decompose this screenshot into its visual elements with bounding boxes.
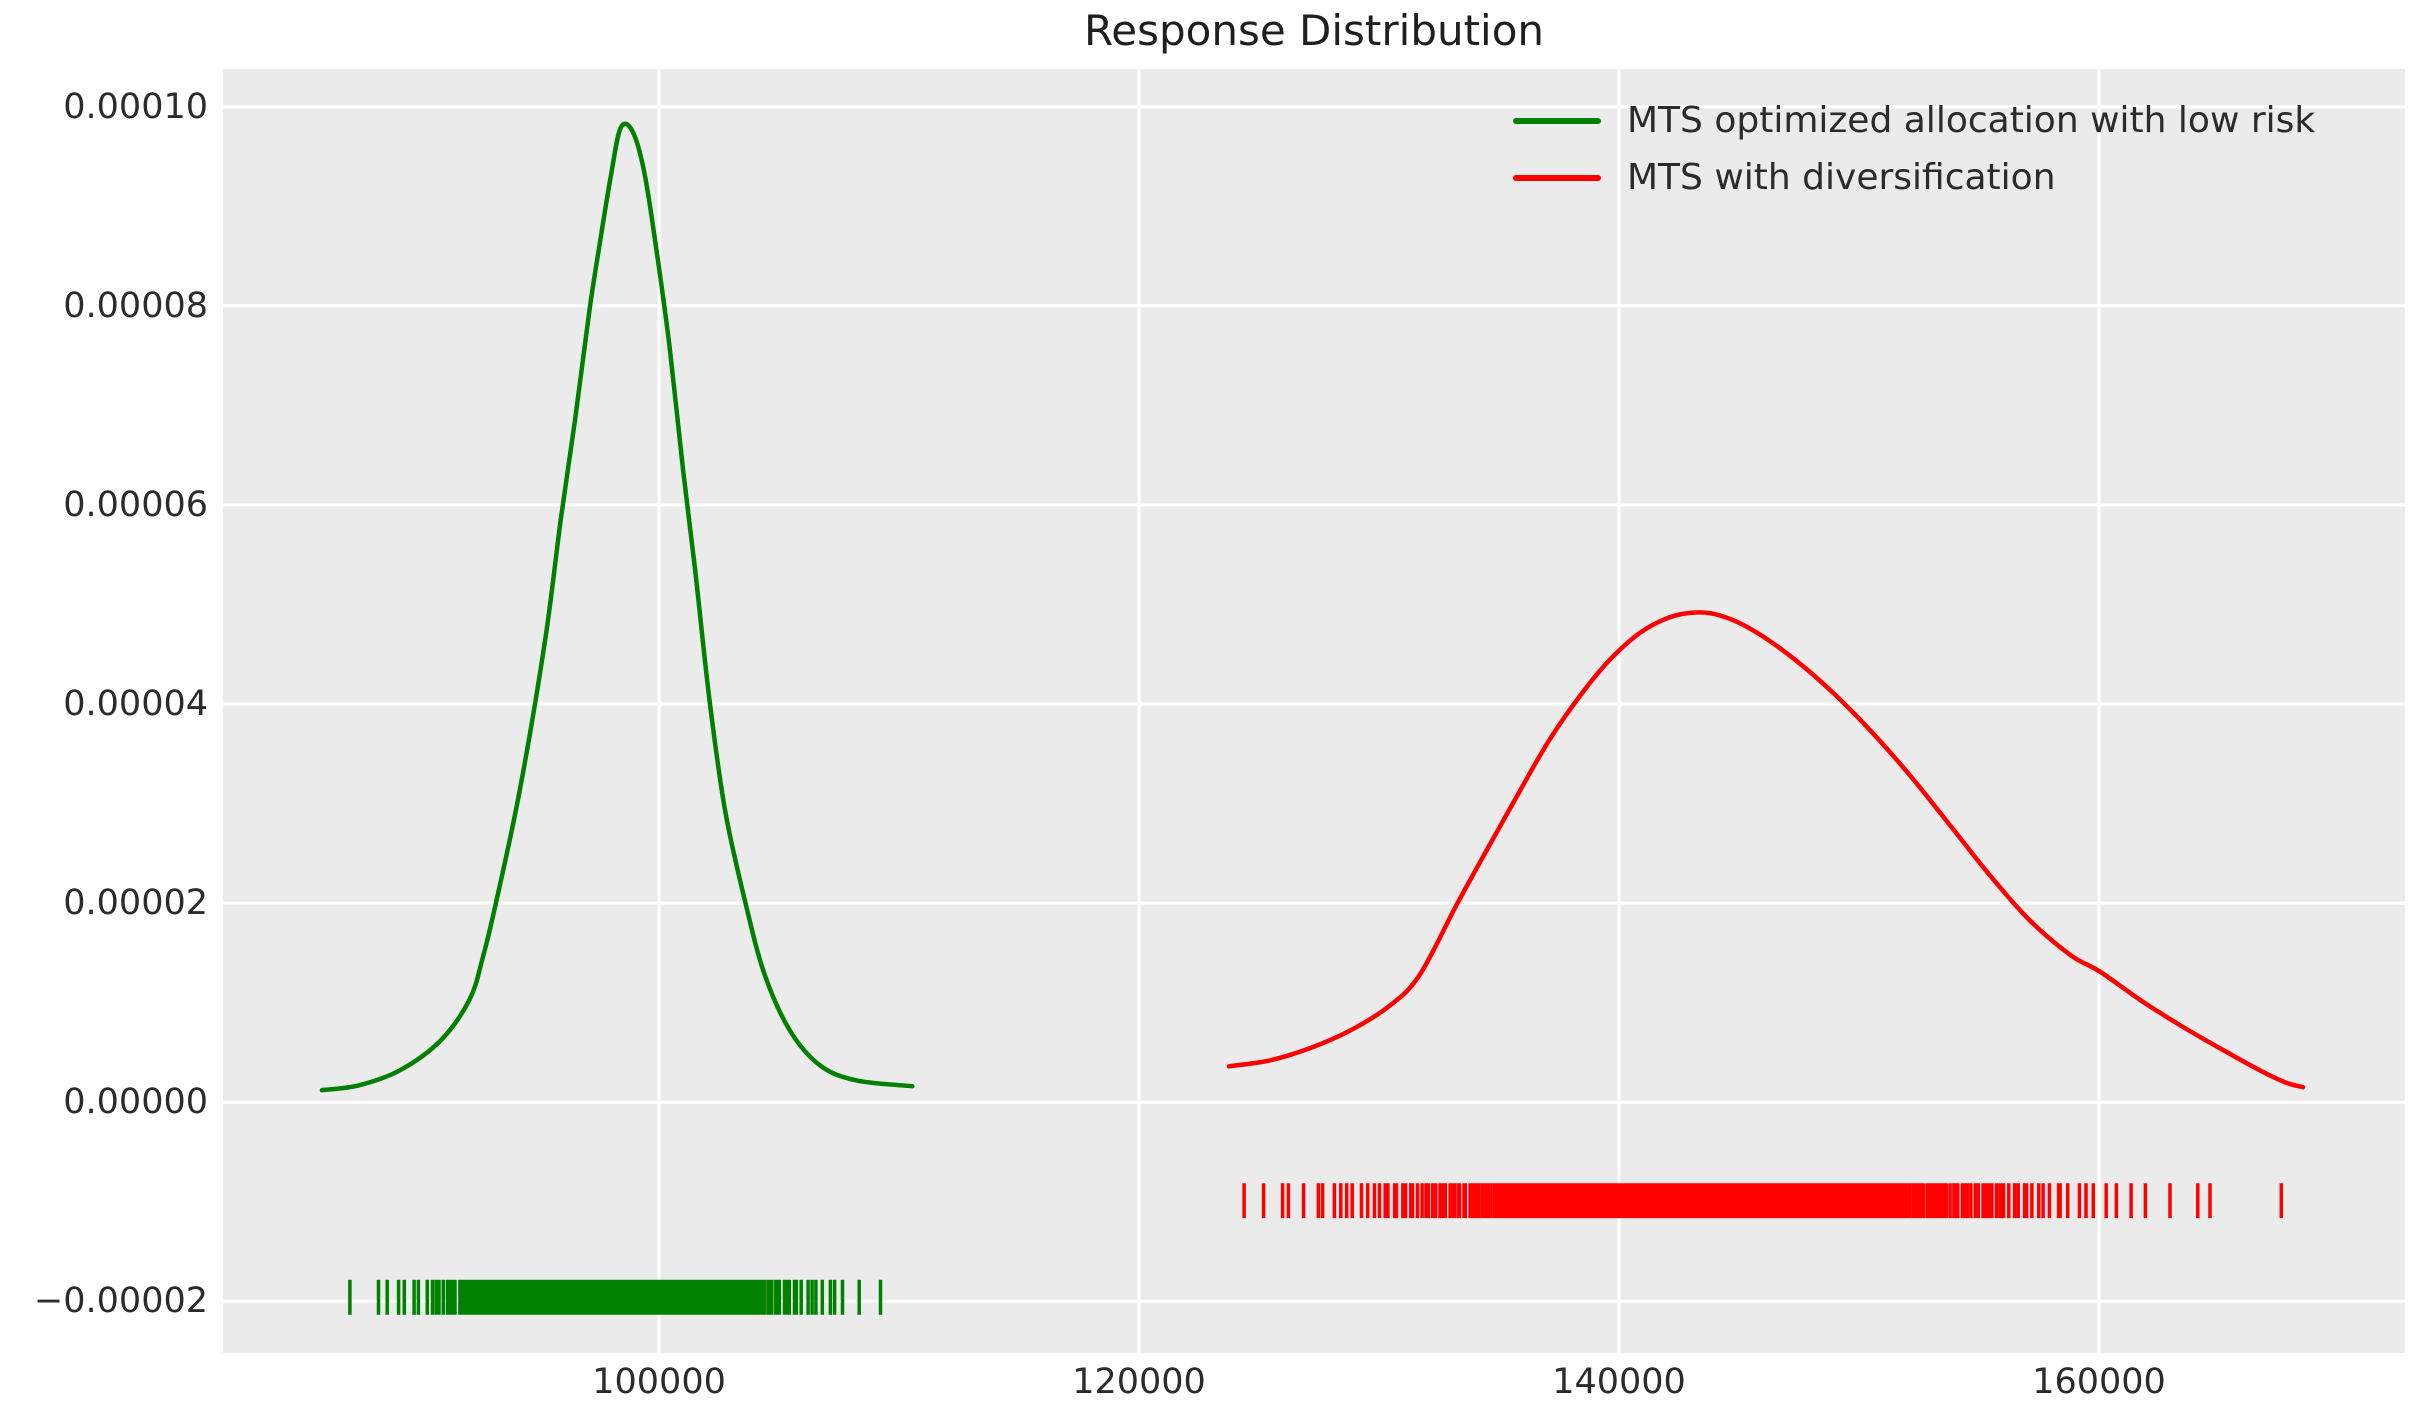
rug-marks-red [1242, 1183, 2284, 1219]
chart-title: Response Distribution [1083, 6, 1545, 55]
plot-background [223, 69, 2405, 1353]
y-tick-label: 0.00006 [63, 484, 208, 525]
y-tick-label: 0.00000 [63, 1082, 208, 1123]
x-tick-label: 120000 [1072, 1362, 1206, 1402]
legend-item-red: MTS with diversification [1513, 154, 2315, 202]
y-tick-label: 0.00004 [63, 684, 208, 725]
x-tick-label: 140000 [1552, 1362, 1686, 1402]
x-tick-label: 100000 [592, 1362, 726, 1402]
kde-curve-green [319, 121, 915, 1093]
legend: MTS optimized allocation with low risk M… [1513, 97, 2315, 211]
y-tick-label: −0.00002 [33, 1281, 208, 1322]
legend-label: MTS optimized allocation with low risk [1627, 100, 2316, 141]
legend-item-green: MTS optimized allocation with low risk [1513, 97, 2315, 145]
y-tick-label: 0.00002 [63, 883, 208, 924]
y-tick-label: 0.00008 [63, 285, 208, 326]
legend-line-swatch-green [1513, 118, 1601, 124]
rug-marks-green [348, 1279, 883, 1315]
legend-line-swatch-red [1513, 175, 1601, 181]
kde-curve-red [1226, 610, 2306, 1090]
legend-label: MTS with diversification [1627, 157, 2056, 198]
y-tick-label: 0.00010 [63, 86, 208, 127]
x-tick-label: 160000 [2032, 1362, 2166, 1402]
